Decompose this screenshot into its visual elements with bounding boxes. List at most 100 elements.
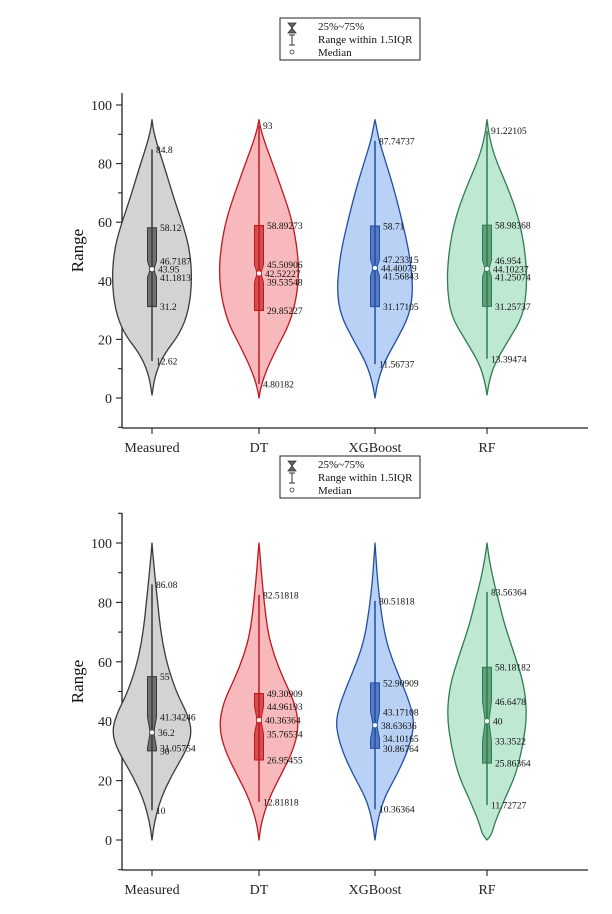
y-axis-label: Range bbox=[68, 229, 87, 272]
label-notch-low: 41.25074 bbox=[495, 274, 531, 284]
label-whisker-high: 80.51818 bbox=[379, 597, 415, 607]
x-tick-label: DT bbox=[250, 441, 269, 456]
y-axis-label: Range bbox=[68, 660, 87, 703]
label-whisker-low: 4.80182 bbox=[263, 380, 294, 390]
label-notch-low: 34.10165 bbox=[383, 735, 419, 745]
label-whisker-low: 10 bbox=[156, 807, 166, 817]
x-tick-label: XGBoost bbox=[349, 883, 402, 898]
x-tick-label: DT bbox=[250, 883, 269, 898]
legend-label: Median bbox=[318, 485, 352, 497]
label-q1: 31.2 bbox=[160, 303, 177, 313]
label-q1: 26.95455 bbox=[267, 756, 303, 766]
label-notch-high: 47.23315 bbox=[383, 256, 419, 266]
median-circle-icon bbox=[289, 487, 295, 493]
label-notch-high: 44.96193 bbox=[267, 703, 303, 713]
label-whisker-high: 87.74737 bbox=[379, 137, 415, 147]
label-whisker-high: 91.22105 bbox=[491, 127, 527, 137]
y-tick-label: 100 bbox=[91, 537, 112, 552]
label-whisker-high: 83.56364 bbox=[491, 588, 527, 598]
label-notch-low: 41.1813 bbox=[160, 274, 191, 284]
label-q3: 55 bbox=[160, 673, 170, 683]
y-tick-label: 0 bbox=[105, 834, 112, 849]
median-marker bbox=[255, 717, 262, 724]
whisker-icon bbox=[289, 34, 295, 46]
label-whisker-low: 11.72727 bbox=[491, 802, 527, 812]
iqr-box bbox=[147, 676, 157, 752]
legend-label: Median bbox=[318, 47, 352, 59]
label-q1: 30.86764 bbox=[383, 745, 419, 755]
y-tick-label: 40 bbox=[98, 715, 112, 730]
label-notch-low: 33.3522 bbox=[495, 737, 526, 747]
label-q3: 58.98368 bbox=[495, 222, 531, 232]
median-marker bbox=[371, 264, 378, 271]
label-whisker-high: 86.08 bbox=[156, 581, 178, 591]
y-tick-label: 40 bbox=[98, 275, 112, 290]
label-whisker-low: 10.36364 bbox=[379, 806, 415, 816]
legend-box bbox=[279, 17, 421, 61]
x-tick-label: XGBoost bbox=[349, 441, 402, 456]
iqr-box bbox=[370, 682, 380, 749]
violin-rf: 83.56364 58.18182 46.6478 40 33.3522 25.86364… bbox=[447, 542, 531, 841]
label-whisker-high: 84.8 bbox=[156, 146, 173, 156]
violin-xgboost: 80.51818 52.90909 43.17108 38.63636 34.10165… bbox=[336, 542, 419, 841]
label-q1: 30 bbox=[160, 747, 170, 757]
iqr-box bbox=[254, 693, 264, 761]
chart-panel-2: 0 20 40 60 80 100 Range Measured DT XGBoost RF 86.0… bbox=[68, 512, 588, 898]
y-tick-label: 60 bbox=[98, 216, 112, 231]
y-tick-label: 100 bbox=[91, 99, 112, 114]
label-median: 44.40079 bbox=[381, 264, 417, 274]
label-q1: 29.85227 bbox=[267, 307, 303, 317]
label-median: 38.63636 bbox=[381, 722, 417, 732]
iqr-box bbox=[254, 224, 264, 312]
label-whisker-low: 13.39474 bbox=[491, 355, 527, 365]
violin-dt: 82.51818 49.30909 44.96193 40.36364 35.76534… bbox=[219, 542, 303, 841]
hourglass-box-icon bbox=[287, 460, 297, 472]
label-q3: 58.71 bbox=[383, 222, 405, 232]
label-q3: 58.12 bbox=[160, 224, 182, 234]
median-marker bbox=[483, 265, 490, 272]
y-tick-label: 80 bbox=[98, 158, 112, 173]
label-whisker-low: 11.56737 bbox=[379, 361, 415, 371]
y-tick-label: 80 bbox=[98, 596, 112, 611]
label-q1: 31.17105 bbox=[383, 303, 419, 313]
label-median: 44.10237 bbox=[493, 265, 529, 275]
x-tick-label: RF bbox=[478, 883, 495, 898]
label-median: 42.52227 bbox=[265, 270, 301, 280]
legend-label: 25%~75% bbox=[318, 459, 364, 471]
chart-panel-1: 0 20 40 60 80 100 Range Measured DT XGBoost RF 84.8… bbox=[68, 93, 588, 456]
label-notch-high: 43.17108 bbox=[383, 708, 419, 718]
label-notch-high: 46.954 bbox=[495, 257, 521, 267]
label-notch-low: 31.05754 bbox=[160, 744, 196, 754]
x-tick-label: Measured bbox=[124, 441, 179, 456]
whisker-icon bbox=[289, 472, 295, 484]
legend-label: Range within 1.5IQR bbox=[318, 472, 413, 484]
legend-label: Range within 1.5IQR bbox=[318, 34, 413, 46]
label-notch-low: 39.53548 bbox=[267, 279, 303, 289]
legend-box bbox=[279, 455, 421, 499]
label-notch-low: 35.76534 bbox=[267, 730, 303, 740]
label-notch-high: 41.34246 bbox=[160, 714, 196, 724]
label-notch-low: 41.56843 bbox=[383, 273, 419, 283]
label-q3: 58.89273 bbox=[267, 222, 303, 232]
label-median: 40 bbox=[493, 718, 503, 728]
median-marker bbox=[371, 722, 378, 729]
label-whisker-high: 82.51818 bbox=[263, 591, 299, 601]
label-q3: 49.30909 bbox=[267, 690, 303, 700]
label-notch-high: 45.50906 bbox=[267, 261, 303, 271]
y-tick-label: 0 bbox=[105, 392, 112, 407]
label-median: 43.95 bbox=[158, 266, 180, 276]
label-whisker-low: 12.62 bbox=[156, 358, 178, 368]
hourglass-box-icon bbox=[287, 22, 297, 34]
label-median: 40.36364 bbox=[265, 717, 301, 727]
median-marker bbox=[483, 718, 490, 725]
label-notch-high: 46.6478 bbox=[495, 698, 526, 708]
y-tick-label: 20 bbox=[98, 775, 112, 790]
